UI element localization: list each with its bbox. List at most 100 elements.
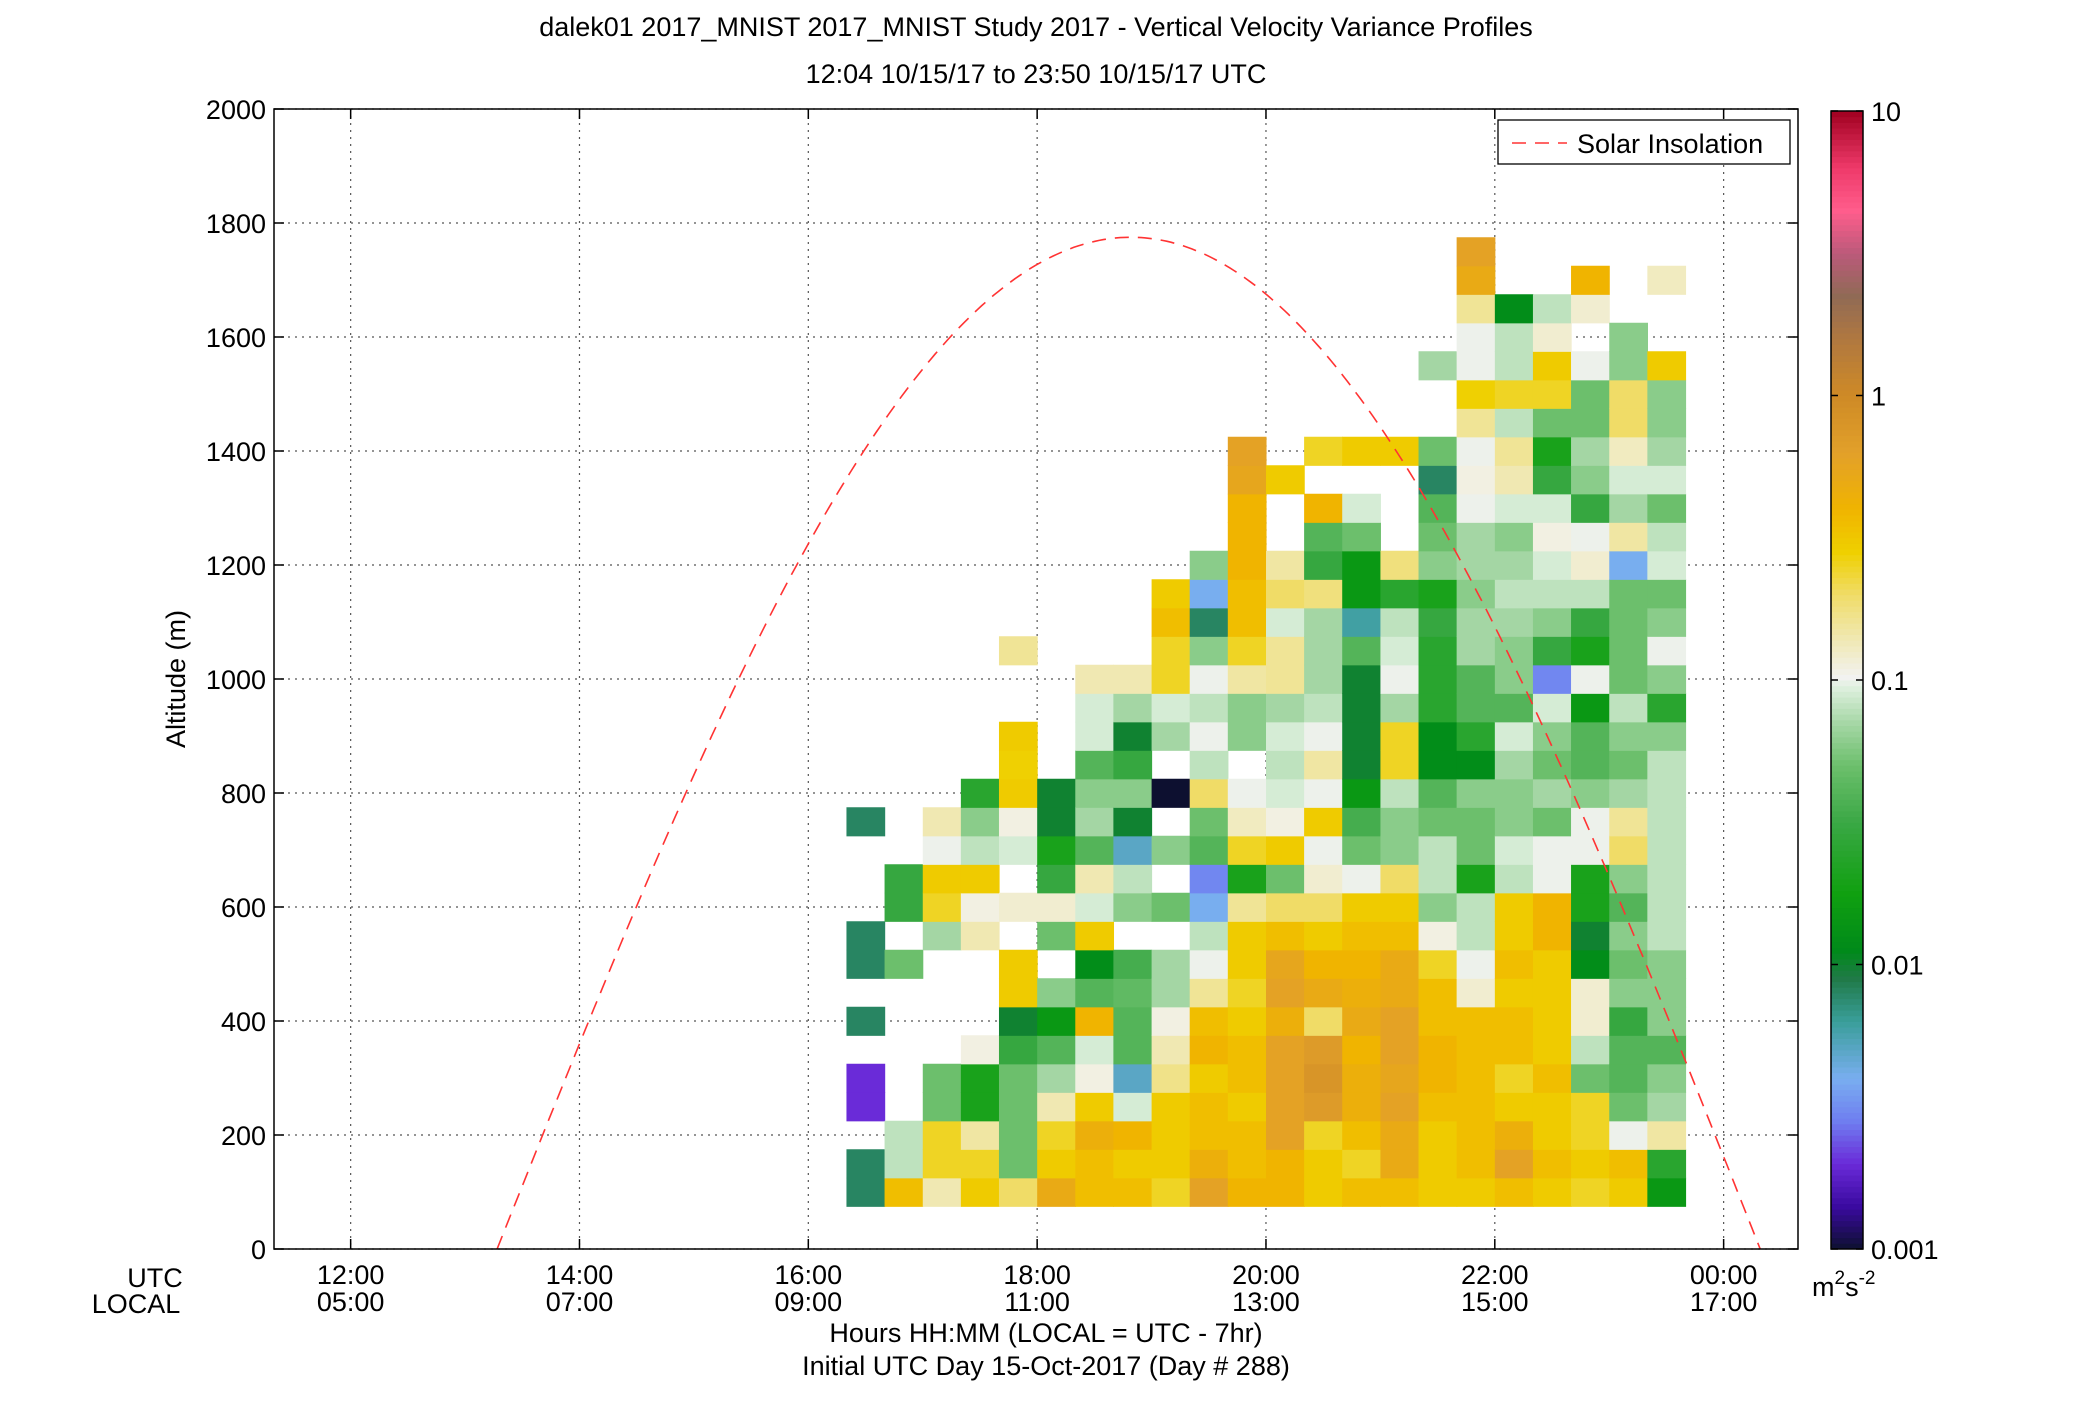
variance-cell	[1266, 864, 1305, 894]
variance-cell	[1037, 778, 1076, 808]
variance-cell	[884, 864, 924, 894]
variance-cell	[1227, 693, 1267, 723]
colorbar-segment	[1831, 1140, 1863, 1148]
variance-cell	[1380, 579, 1420, 609]
chart-title-line1: dalek01 2017_MNIST 2017_MNIST Study 2017…	[539, 12, 1533, 42]
colorbar-segment	[1831, 321, 1863, 328]
variance-cell	[1227, 493, 1267, 523]
colorbar-segment	[1831, 1157, 1863, 1165]
colorbar-segment	[1831, 304, 1863, 311]
colorbar-segment	[1831, 799, 1863, 806]
colorbar-segment	[1831, 116, 1863, 123]
variance-cell	[1037, 1063, 1076, 1093]
variance-cell	[1151, 835, 1191, 865]
variance-cell	[1075, 892, 1115, 922]
variance-cell	[1418, 721, 1458, 751]
variance-cell	[998, 1063, 1038, 1093]
variance-cell	[1418, 351, 1458, 381]
legend-box	[1497, 119, 1791, 165]
variance-cell	[1266, 579, 1305, 609]
variance-cell	[922, 1092, 962, 1122]
variance-cell	[998, 835, 1038, 865]
variance-cell	[1304, 778, 1343, 808]
variance-cell	[960, 1063, 1000, 1093]
variance-cell	[1418, 1177, 1458, 1207]
variance-cell	[1037, 1035, 1076, 1065]
colorbar-segment	[1831, 1004, 1863, 1011]
variance-cell	[846, 949, 886, 979]
variance-cell	[1456, 294, 1496, 324]
variance-cell	[1609, 1149, 1648, 1179]
variance-cell	[960, 1092, 1000, 1122]
variance-cell	[1609, 550, 1648, 580]
variance-cell	[1151, 949, 1191, 979]
variance-cell	[1456, 949, 1496, 979]
colorbar-segment	[1831, 964, 1863, 971]
variance-cell	[1342, 1063, 1381, 1093]
variance-cell	[998, 750, 1038, 780]
variance-cell	[1609, 1063, 1648, 1093]
variance-cell	[1227, 664, 1267, 694]
colorbar-segment	[1831, 827, 1863, 835]
variance-cell	[1456, 237, 1496, 267]
variance-cell	[1075, 664, 1115, 694]
colorbar-segment	[1831, 850, 1863, 857]
colorbar-segment	[1831, 566, 1863, 573]
variance-cell	[1418, 436, 1458, 466]
variance-cell	[1456, 550, 1496, 580]
variance-cell	[1532, 949, 1572, 979]
variance-cell	[1189, 664, 1229, 694]
variance-cell	[1113, 892, 1153, 922]
variance-cell	[1380, 636, 1420, 666]
colorbar-segment	[1831, 361, 1863, 368]
variance-cell	[1151, 892, 1191, 922]
colorbar-segment	[1831, 623, 1863, 630]
variance-cell	[1380, 864, 1420, 894]
variance-cell	[998, 949, 1038, 979]
variance-cell	[1494, 778, 1534, 808]
variance-cell	[1418, 892, 1458, 922]
variance-cell	[1342, 436, 1381, 466]
colorbar-segment	[1831, 662, 1863, 670]
colorbar-segment	[1831, 913, 1863, 920]
variance-cell	[1380, 693, 1420, 723]
colorbar-segment	[1831, 839, 1863, 846]
x-axis-label-line1: Hours HH:MM (LOCAL = UTC - 7hr)	[829, 1318, 1262, 1348]
colorbar-segment	[1831, 395, 1863, 402]
variance-cell	[1037, 835, 1076, 865]
variance-cell	[1151, 778, 1191, 808]
variance-cell	[1532, 636, 1572, 666]
colorbar-segment	[1831, 497, 1863, 505]
variance-cell	[1494, 636, 1534, 666]
x-tick-label-utc: 14:00	[546, 1260, 614, 1290]
variance-cell	[1113, 664, 1153, 694]
variance-cell	[1456, 1092, 1496, 1122]
variance-cell	[1227, 1177, 1267, 1207]
variance-cell	[884, 949, 924, 979]
variance-cell	[1571, 1177, 1610, 1207]
colorbar-segment	[1831, 731, 1863, 738]
variance-cell	[1075, 693, 1115, 723]
variance-cell	[1151, 693, 1191, 723]
variance-cell	[1189, 607, 1229, 637]
variance-cell	[1227, 607, 1267, 637]
variance-cell	[1532, 493, 1572, 523]
x-tick-label-local: 09:00	[775, 1287, 843, 1317]
colorbar-segment	[1831, 1237, 1863, 1244]
variance-cell	[1609, 493, 1648, 523]
variance-cell	[1571, 892, 1610, 922]
colorbar-segment	[1831, 930, 1863, 937]
variance-cell	[1304, 1177, 1343, 1207]
variance-cell	[1304, 949, 1343, 979]
variance-cell	[1304, 978, 1343, 1008]
colorbar-segment	[1831, 1101, 1863, 1108]
variance-cell	[1266, 1092, 1305, 1122]
variance-cell	[1532, 1006, 1572, 1036]
variance-cell	[1304, 664, 1343, 694]
x-tick-label-local: 15:00	[1461, 1287, 1529, 1317]
variance-cell	[1647, 864, 1687, 894]
colorbar-segment	[1831, 588, 1863, 596]
variance-cell	[1494, 436, 1534, 466]
x-tick-label-local: 05:00	[317, 1287, 385, 1317]
variance-cell	[1113, 835, 1153, 865]
